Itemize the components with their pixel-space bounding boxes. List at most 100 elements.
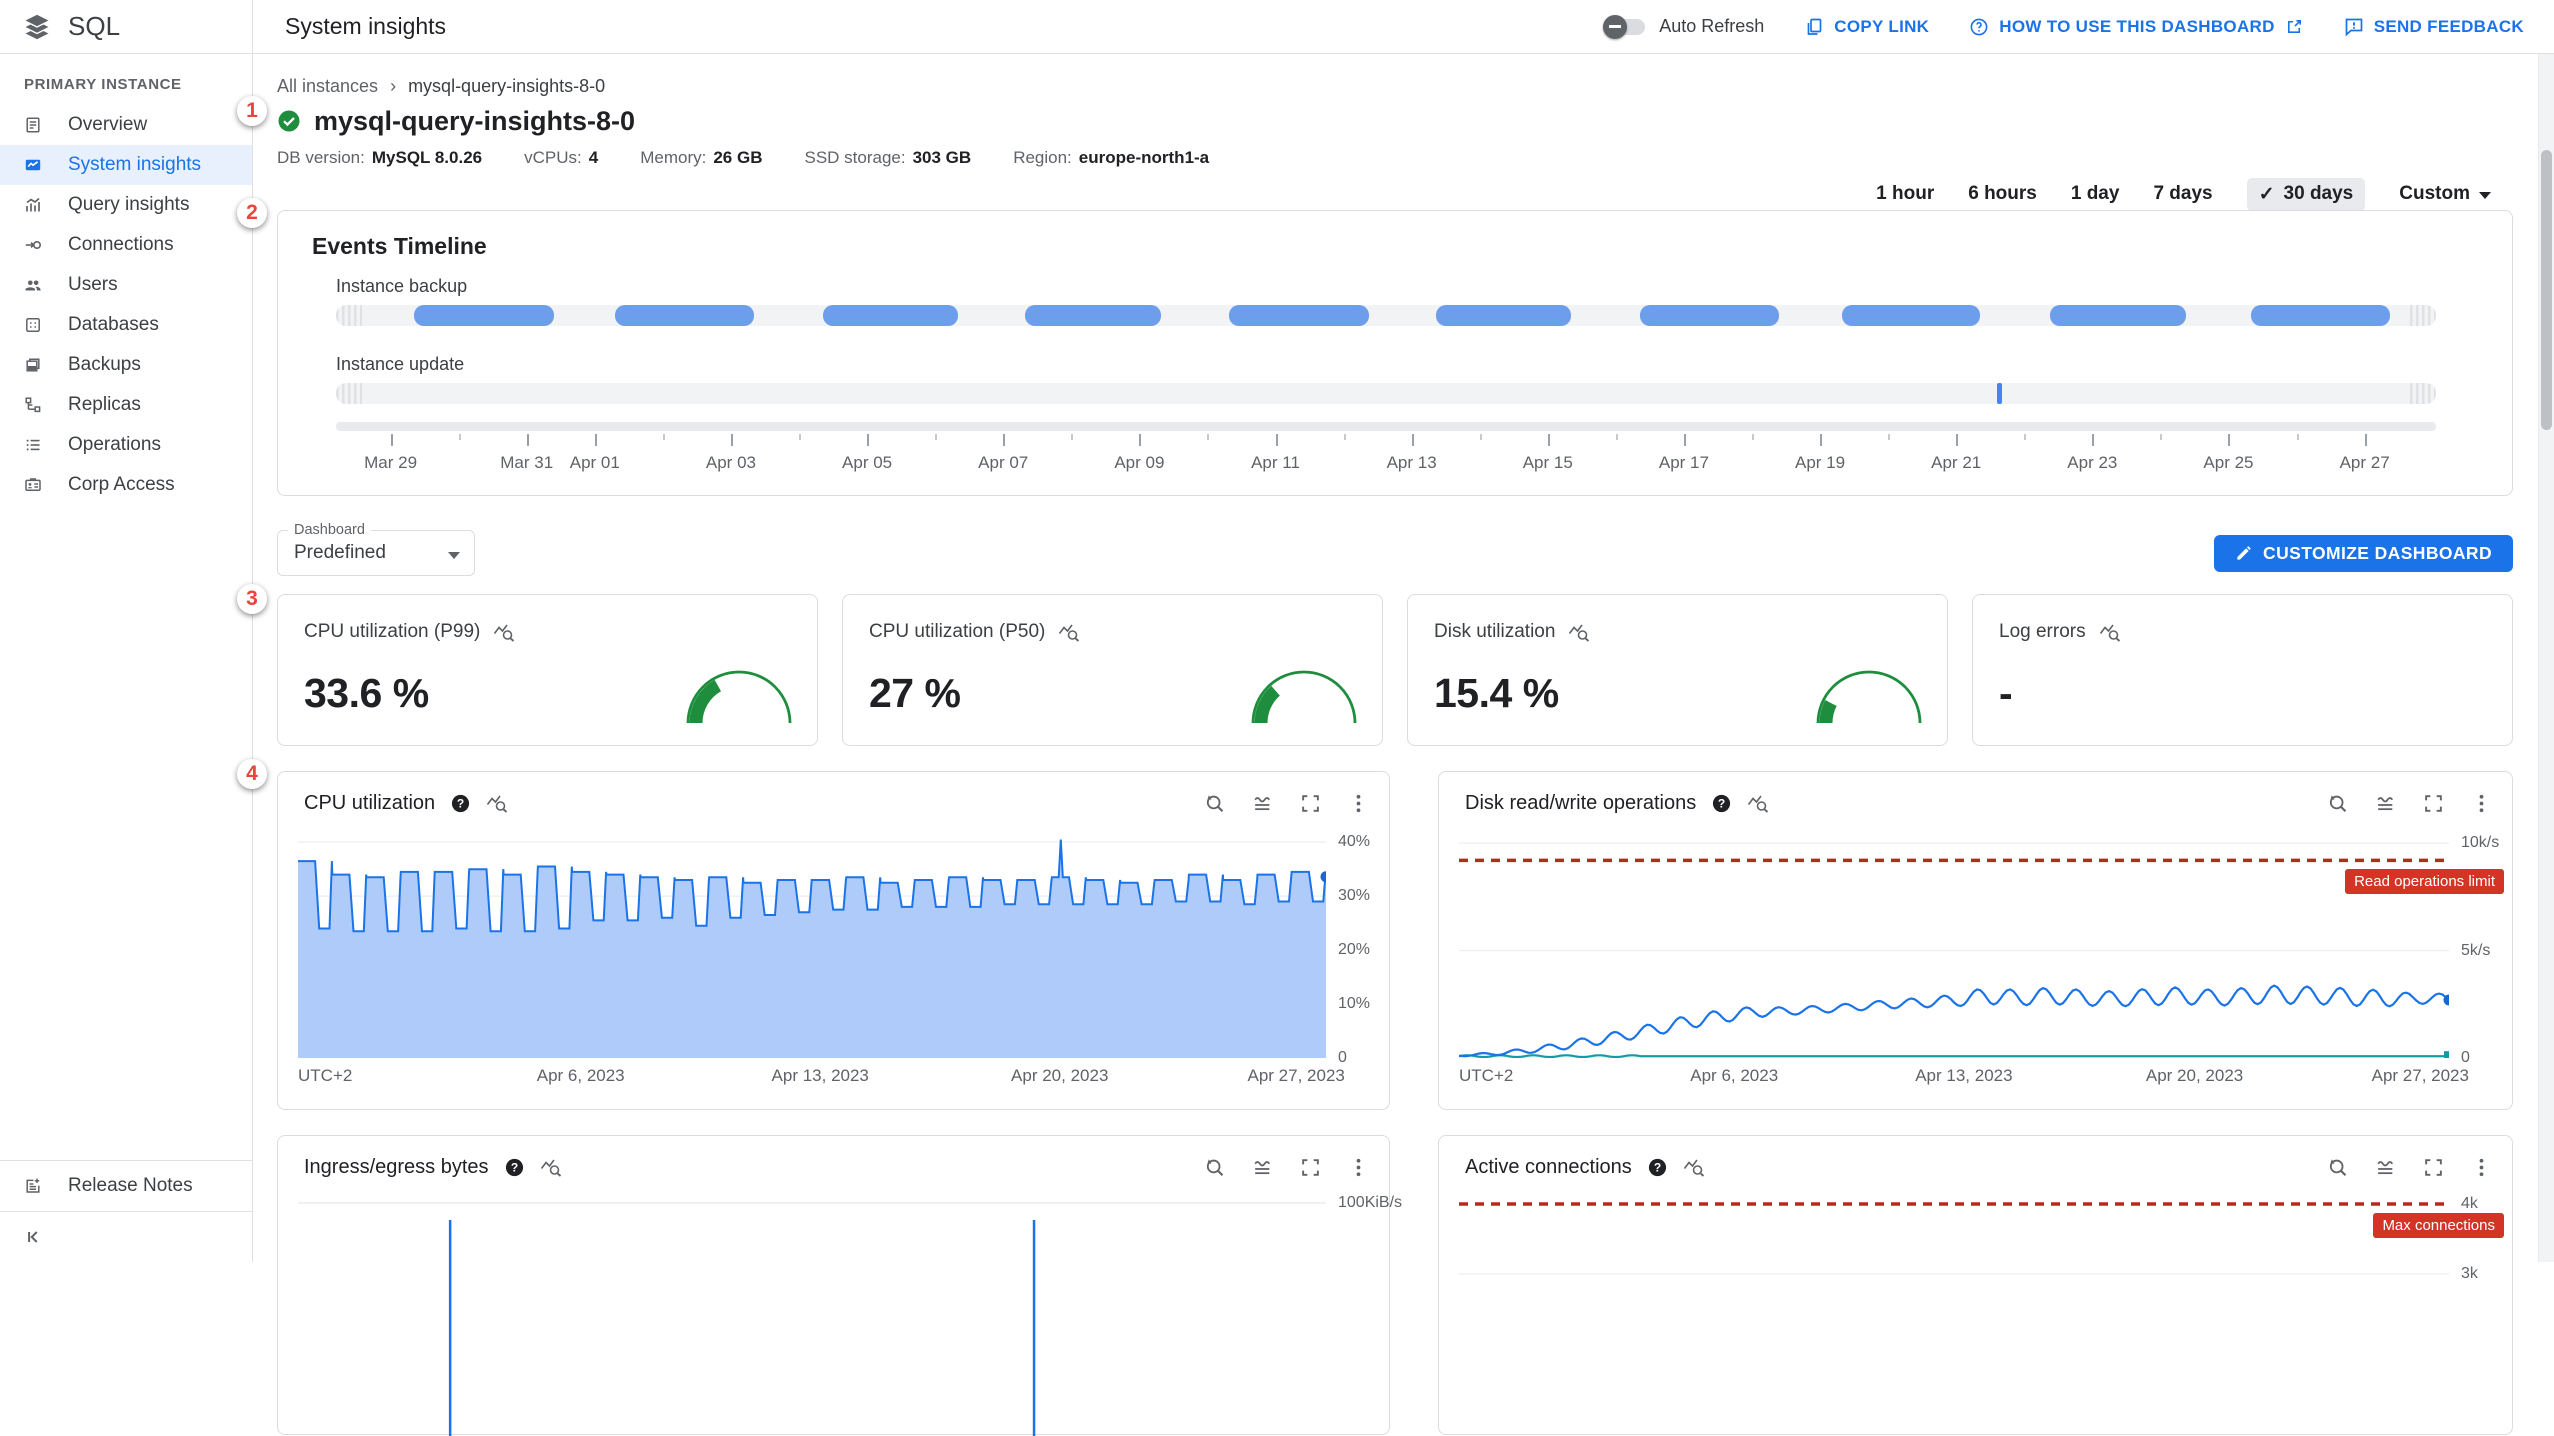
status-ok-icon: [277, 109, 301, 133]
breadcrumb-all-instances[interactable]: All instances: [277, 75, 379, 96]
sidebar-item-backups[interactable]: Backups: [0, 345, 252, 385]
chart-title: Ingress/egress bytes: [304, 1155, 489, 1178]
fullscreen-icon[interactable]: [1300, 793, 1321, 814]
sidebar-item-label: Overview: [68, 114, 148, 135]
copy-link-button[interactable]: COPY LINK: [1804, 17, 1929, 37]
sidebar-item-operations[interactable]: Operations: [0, 425, 252, 465]
meta-label: vCPUs:: [524, 148, 582, 167]
backup-event-segment[interactable]: [1228, 305, 1370, 326]
metric-title: CPU utilization (P50): [869, 621, 1046, 642]
metrics-explorer-icon[interactable]: [1058, 622, 1080, 643]
metrics-explorer-icon[interactable]: [493, 622, 515, 643]
remove-outliers-icon[interactable]: [1252, 793, 1273, 814]
backup-event-segment[interactable]: [615, 305, 754, 326]
check-icon: ✓: [2258, 183, 2275, 205]
customize-dashboard-label: CUSTOMIZE DASHBOARD: [2263, 542, 2492, 563]
copy-link-label: COPY LINK: [1834, 16, 1930, 36]
meta-label: DB version:: [277, 148, 365, 167]
sidebar-item-query-insights[interactable]: Query insights: [0, 185, 252, 225]
instance-title-row: mysql-query-insights-8-0: [277, 104, 2513, 138]
metrics-explorer-icon[interactable]: [1747, 793, 1769, 814]
zoom-reset-icon[interactable]: [2327, 793, 2348, 814]
sidebar-item-databases[interactable]: Databases: [0, 305, 252, 345]
customize-dashboard-button[interactable]: CUSTOMIZE DASHBOARD: [2214, 534, 2513, 572]
update-event-marker[interactable]: [1997, 383, 2003, 404]
more-options-icon[interactable]: [2471, 793, 2492, 814]
sidebar-item-label: Replicas: [68, 394, 141, 415]
sidebar-item-overview[interactable]: Overview: [0, 105, 252, 145]
collapse-sidebar-icon: [24, 1227, 44, 1247]
sidebar-item-system-insights[interactable]: System insights: [0, 145, 252, 185]
meta-value: europe-north1-a: [1078, 148, 1210, 167]
backup-event-segment[interactable]: [1640, 305, 1779, 326]
scrollbar-thumb[interactable]: [2541, 150, 2552, 430]
cpu-chart-y-axis: 0 10% 20% 30% 40%: [1338, 833, 1371, 1066]
metric-title: Log errors: [1999, 621, 2086, 642]
connections-chart-plot[interactable]: [1459, 1186, 2449, 1436]
fullscreen-icon[interactable]: [2423, 793, 2444, 814]
svg-text:?: ?: [1718, 796, 1725, 810]
main-content: All instances › mysql-query-insights-8-0…: [253, 54, 2554, 1436]
help-icon[interactable]: ?: [1647, 1157, 1668, 1178]
read-operations-limit-badge: Read operations limit: [2345, 869, 2504, 894]
top-actions: Auto Refresh COPY LINK HOW TO USE THIS D…: [1603, 14, 2554, 39]
backup-event-segment[interactable]: [2251, 305, 2390, 326]
zoom-reset-icon[interactable]: [1204, 1157, 1225, 1178]
fullscreen-icon[interactable]: [1300, 1157, 1321, 1178]
metrics-explorer-icon[interactable]: [486, 793, 508, 814]
release-notes-link[interactable]: Release Notes: [0, 1161, 252, 1211]
backup-event-segment[interactable]: [823, 305, 958, 326]
help-icon[interactable]: ?: [1711, 793, 1732, 814]
network-chart-plot[interactable]: [298, 1186, 1326, 1436]
time-range-1-hour[interactable]: 1 hour: [1876, 183, 1935, 204]
collapse-sidebar-button[interactable]: [0, 1212, 252, 1262]
external-link-icon: [2285, 17, 2304, 36]
chart-title: Disk read/write operations: [1465, 791, 1697, 814]
metrics-explorer-icon[interactable]: [1568, 622, 1590, 643]
backup-event-segment[interactable]: [1024, 305, 1162, 326]
backup-event-segment[interactable]: [1841, 305, 1981, 326]
backup-event-segment[interactable]: [413, 305, 555, 326]
sidebar-item-replicas[interactable]: Replicas: [0, 385, 252, 425]
metric-card-log-errors: Log errors -: [1972, 594, 2513, 746]
remove-outliers-icon[interactable]: [2375, 793, 2396, 814]
sidebar-item-users[interactable]: Users: [0, 265, 252, 305]
more-options-icon[interactable]: [2471, 1157, 2492, 1178]
time-range-custom[interactable]: Custom: [2399, 183, 2491, 205]
time-range-1-day[interactable]: 1 day: [2070, 183, 2120, 204]
disk-chart-plot[interactable]: [1459, 826, 2449, 1058]
zoom-reset-icon[interactable]: [1204, 793, 1225, 814]
zoom-reset-icon[interactable]: [2327, 1157, 2348, 1178]
chevron-right-icon: ›: [390, 75, 397, 96]
charts-grid: CPU utilization ? 0 10% 20% 30% 40% UTC+2 Apr…: [277, 771, 2513, 1436]
metrics-explorer-icon[interactable]: [1683, 1157, 1705, 1178]
sidebar-item-corp-access[interactable]: Corp Access: [0, 465, 252, 505]
help-icon[interactable]: ?: [504, 1157, 525, 1178]
remove-outliers-icon[interactable]: [1252, 1157, 1273, 1178]
sidebar-item-connections[interactable]: Connections: [0, 225, 252, 265]
time-range-6-hours[interactable]: 6 hours: [1968, 183, 2037, 204]
chart-toolbar: [1204, 1157, 1369, 1178]
copy-icon: [1804, 17, 1824, 37]
fullscreen-icon[interactable]: [2423, 1157, 2444, 1178]
remove-outliers-icon[interactable]: [2375, 1157, 2396, 1178]
metrics-explorer-icon[interactable]: [2099, 622, 2121, 643]
metric-value: -: [1999, 670, 2013, 716]
backup-event-segment[interactable]: [1436, 305, 1571, 326]
time-range-30-days[interactable]: ✓ 30 days: [2246, 177, 2366, 211]
dashboard-select[interactable]: Dashboard Predefined: [277, 522, 475, 576]
more-options-icon[interactable]: [1348, 1157, 1369, 1178]
cpu-chart-plot[interactable]: [298, 826, 1326, 1058]
how-to-use-dashboard-link[interactable]: HOW TO USE THIS DASHBOARD: [1969, 17, 2303, 37]
gauge: [1248, 667, 1360, 725]
send-feedback-button[interactable]: SEND FEEDBACK: [2344, 17, 2524, 37]
help-icon[interactable]: ?: [450, 793, 471, 814]
backup-event-segment[interactable]: [2049, 305, 2187, 326]
page-title: System insights: [285, 13, 447, 39]
breadcrumb: All instances › mysql-query-insights-8-0: [277, 74, 2513, 98]
more-options-icon[interactable]: [1348, 793, 1369, 814]
auto-refresh-toggle[interactable]: [1603, 14, 1646, 39]
instance-update-label: Instance update: [336, 354, 465, 374]
time-range-7-days[interactable]: 7 days: [2153, 183, 2213, 204]
metrics-explorer-icon[interactable]: [540, 1157, 562, 1178]
